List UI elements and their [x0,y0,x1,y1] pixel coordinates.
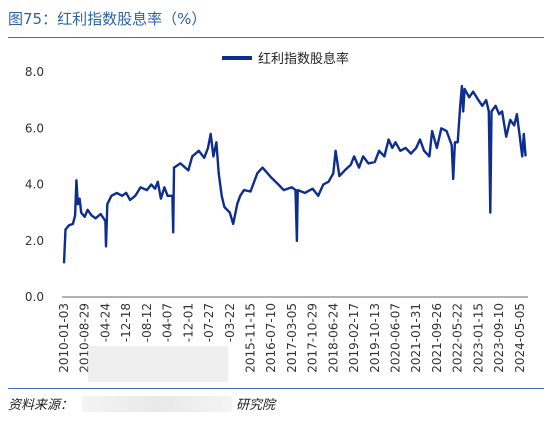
y-tick-label: 8.0 [25,65,44,79]
y-axis: 0.0 2.0 4.0 6.0 8.0 [25,65,44,304]
source-tail: 研究院 [236,398,276,413]
y-tick-label: 2.0 [25,234,44,248]
source-label: 资料来源： [8,398,74,413]
chart-title: 图75：红利指数股息率（%） [8,10,207,28]
y-tick-label: 4.0 [25,178,44,192]
y-tick-label: 6.0 [25,121,44,135]
plot-area [62,84,527,264]
x-tick-label: -12-01 [181,303,195,342]
legend-label: 红利指数股息率 [258,51,349,67]
x-tick-label: -03-22 [223,303,237,342]
x-tick-label: 2010-01-03 [57,303,71,373]
x-tick-label: -07-27 [202,303,216,342]
x-tick-label: 2018-06-24 [326,303,340,373]
x-tick-label: 2023-01-15 [471,303,485,373]
x-tick-label: 2017-10-29 [306,303,320,373]
redacted-source [82,396,232,412]
x-tick-label: 2023-09-10 [492,303,506,373]
x-tick-label: -04-24 [98,303,112,342]
top-divider [8,37,544,38]
redaction-overlay [88,346,228,382]
series-line [62,84,527,264]
x-tick-label: 2017-03-05 [285,303,299,373]
x-tick-label: -12-18 [119,303,133,342]
x-tick-label: -08-12 [140,303,154,342]
bottom-divider [8,388,544,389]
x-tick-label: 2021-09-26 [430,303,444,373]
x-tick-label: 2024-05-05 [513,303,527,373]
chart-canvas: 红利指数股息率 0.02.04.06.08.0 2010-01-03 2010-0… [25,51,528,382]
x-tick-label: 2019-02-17 [347,303,361,373]
x-tick-label: -04-07 [161,303,175,342]
x-tick-label: 2015-11-15 [243,303,257,373]
x-tick-label: 2021-01-31 [409,303,423,373]
y-tick-label: 0.0 [25,290,44,304]
x-tick-label: 2019-10-13 [368,303,382,373]
x-tick-label: 2020-06-07 [389,303,403,373]
source-note: 资料来源： 研究院 [8,394,544,416]
legend: 红利指数股息率 [222,51,349,67]
x-tick-label: 2022-05-22 [451,303,465,373]
x-tick-label: 2016-07-10 [264,303,278,373]
